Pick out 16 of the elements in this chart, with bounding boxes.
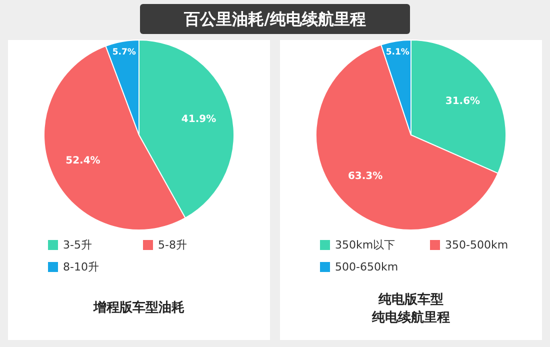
text: 百公里油耗/纯电续航里程	[183, 10, 366, 28]
data-label: 41.9%	[181, 114, 216, 125]
data-label: 31.6%	[445, 96, 480, 107]
data-label: 5.7%	[112, 48, 136, 58]
text: 增程版车型油耗	[92, 300, 184, 316]
legend-label: 5-8升	[158, 238, 187, 252]
legend-label: 3-5升	[63, 238, 92, 252]
legend-label: 350km以下	[335, 238, 396, 252]
text: 纯电续航里程	[371, 310, 450, 326]
text: 纯电版车型	[378, 292, 444, 308]
legend-label: 8-10升	[63, 260, 99, 274]
legend-label: 500-650km	[335, 260, 398, 274]
legend-label: 350-500km	[445, 238, 508, 252]
data-label: 52.4%	[66, 155, 100, 166]
data-label: 5.1%	[386, 47, 410, 58]
data-label: 63.3%	[348, 171, 383, 182]
